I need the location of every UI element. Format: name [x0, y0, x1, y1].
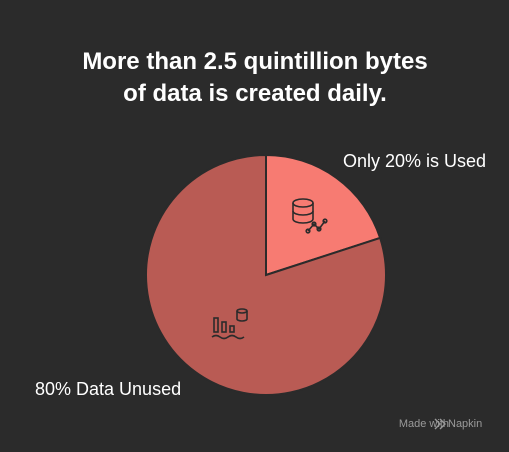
chart-title: More than 2.5 quintillion bytes of data … — [82, 48, 428, 107]
brand-icon — [434, 418, 446, 430]
pie — [145, 153, 387, 396]
footer-brand: Napkin — [448, 418, 482, 430]
slice-label: 80% Data Unused — [35, 379, 181, 399]
unused-data-icon — [211, 308, 248, 340]
pie-slice — [265, 153, 382, 277]
icons — [211, 198, 328, 340]
database-chart-icon — [292, 198, 328, 234]
slice-label: Only 20% is Used — [343, 151, 486, 171]
pie-slice — [145, 153, 387, 396]
